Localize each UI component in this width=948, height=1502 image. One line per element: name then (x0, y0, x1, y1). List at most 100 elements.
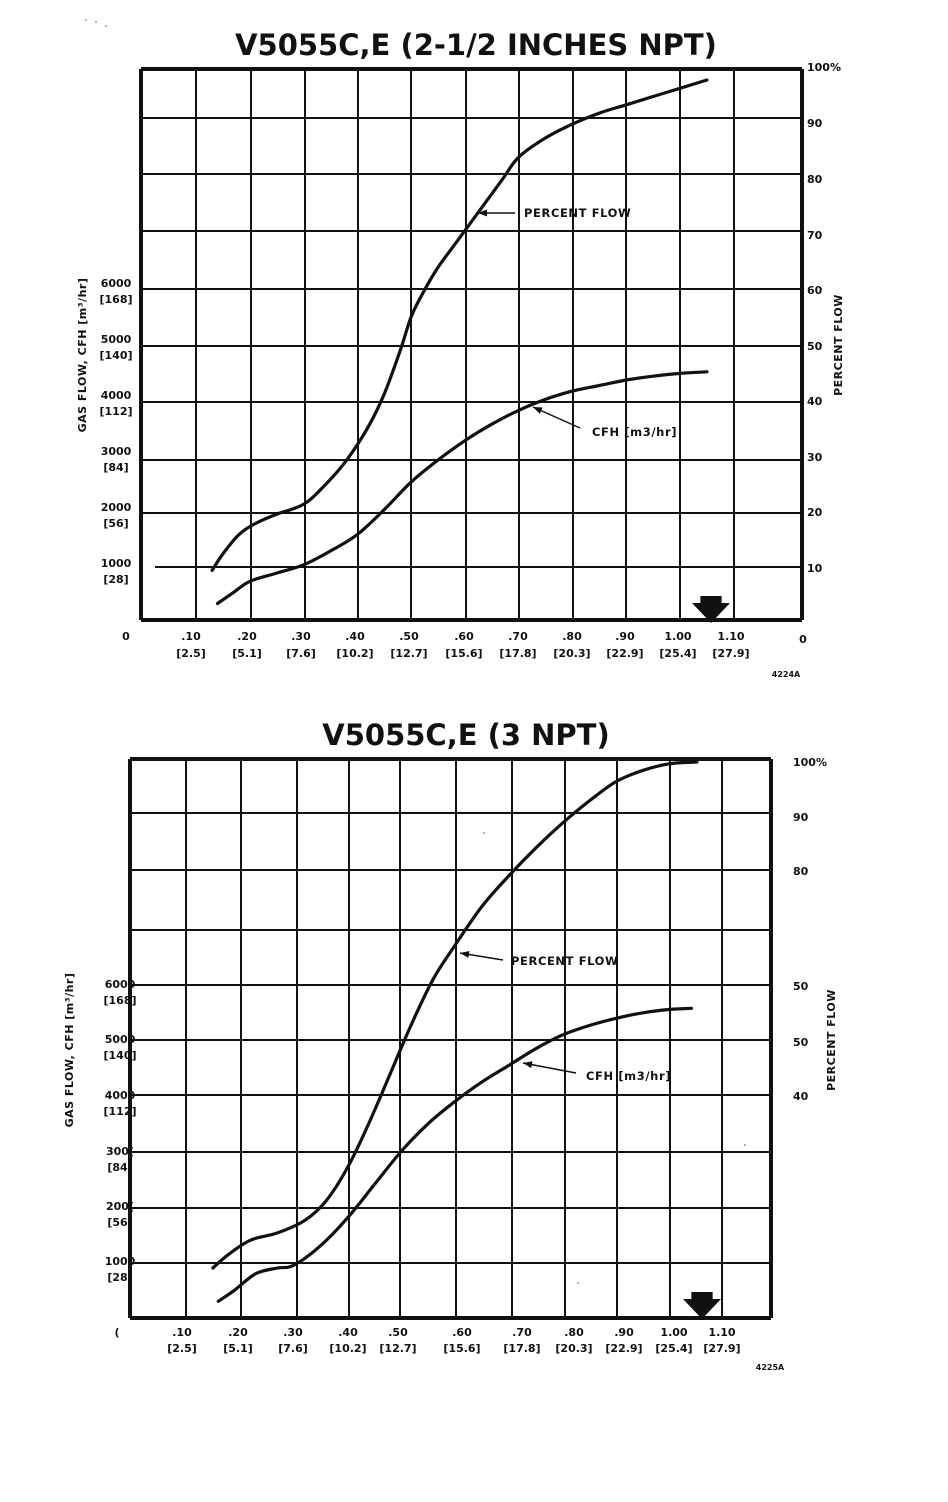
x-tick-label-metric: [10.2] (329, 1342, 366, 1355)
left-tick-label-metric: [168] (103, 994, 136, 1007)
right-tick-label: 80 (807, 173, 823, 186)
x-tick-label-metric: [12.7] (379, 1342, 416, 1355)
annotation-arrowhead (523, 1061, 533, 1069)
left-tick-label-metric: [112] (103, 1105, 136, 1118)
x-tick-label-metric: [10.2] (336, 647, 373, 660)
left-tick-label: 300( (106, 1145, 134, 1158)
x-tick-label: 1.00 (664, 630, 691, 643)
scan-speck (85, 19, 87, 21)
scan-speck (483, 832, 485, 834)
x-tick-label-metric: [2.5] (167, 1342, 197, 1355)
right-tick-label: 90 (793, 811, 809, 824)
chart-1: V5055C,E (2-1/2 INCHES NPT) 0 .10 [2.5] .20 [… (76, 28, 845, 679)
down-arrow-stem (700, 596, 722, 605)
right-axis-zero-label: 0 (799, 633, 807, 646)
figure-code: 4225A (756, 1363, 785, 1372)
x-tick-label-metric: [27.9] (703, 1342, 740, 1355)
percent-flow-annotation: PERCENT FLOW (524, 206, 631, 220)
figure-code: 4224A (772, 670, 801, 679)
x-tick-label-metric: [20.3] (555, 1342, 592, 1355)
x-tick-label: .70 (512, 1326, 532, 1339)
x-tick-label: 1.00 (660, 1326, 687, 1339)
x-tick-label: 0 (122, 630, 130, 643)
left-tick-label: 6000 (105, 978, 136, 991)
percent-flow-curve (211, 760, 699, 1270)
percent-flow-annotation: PERCENT FLOW (511, 954, 618, 968)
right-tick-label: 60 (807, 284, 823, 297)
x-tick-label-metric: [12.7] (390, 647, 427, 660)
x-tick-label: 1.10 (717, 630, 744, 643)
x-tick-label: .20 (237, 630, 257, 643)
x-tick-label: .30 (291, 630, 311, 643)
x-tick-label: .90 (615, 630, 635, 643)
cfh-curve (216, 1006, 694, 1303)
x-tick-label: .40 (345, 630, 365, 643)
x-tick-label: .50 (399, 630, 419, 643)
right-tick-label: 20 (807, 506, 823, 519)
left-tick-label-metric: [112] (99, 405, 132, 418)
cfh-annotation: CFH [m3/hr] (592, 425, 677, 439)
left-tick-label: 5000 (105, 1033, 136, 1046)
left-tick-label-metric: [168] (99, 293, 132, 306)
left-tick-label: 4000 (101, 389, 132, 402)
x-tick-label-metric: [27.9] (712, 647, 749, 660)
right-tick-label: 50 (807, 340, 823, 353)
left-tick-label-metric: [84] (103, 461, 128, 474)
x-tick-label: .40 (338, 1326, 358, 1339)
x-tick-label-metric: [25.4] (655, 1342, 692, 1355)
left-tick-label: 2000 (101, 501, 132, 514)
x-tick-label-metric: [5.1] (223, 1342, 253, 1355)
right-tick-label: 50 (793, 1036, 809, 1049)
x-tick-label: .10 (172, 1326, 192, 1339)
right-tick-label: 70 (807, 229, 823, 242)
x-tick-label: 1.10 (708, 1326, 735, 1339)
x-tick-label-metric: [17.8] (503, 1342, 540, 1355)
x-tick-label-metric: [15.6] (445, 647, 482, 660)
x-tick-label: .80 (562, 630, 582, 643)
left-axis-label: GAS FLOW, CFH [m³/hr] (63, 973, 76, 1128)
right-tick-label: 80 (793, 865, 809, 878)
left-tick-label: 5000 (101, 333, 132, 346)
percent-flow-curve (210, 78, 709, 572)
right-tick-label: 10 (807, 562, 823, 575)
right-tick-label: 100% (793, 756, 827, 769)
left-tick-label: 6000 (101, 277, 132, 290)
x-tick-label: .60 (452, 1326, 472, 1339)
left-tick-label: 3000 (101, 445, 132, 458)
left-tick-label-metric: [28] (103, 573, 128, 586)
right-tick-label: 50 (793, 980, 809, 993)
left-tick-label-metric: [84] (107, 1161, 132, 1174)
left-tick-label-metric: [140] (99, 349, 132, 362)
cfh-annotation: CFH [m3/hr] (586, 1069, 671, 1083)
chart-2: V5055C,E (3 NPT) (.10 [2.5] .20 [5.1] .30 [7.6… (63, 718, 838, 1372)
left-tick-label-metric: [56] (103, 517, 128, 530)
x-tick-label-metric: [22.9] (606, 647, 643, 660)
scan-speck (744, 1144, 746, 1146)
x-tick-label-metric: [25.4] (659, 647, 696, 660)
right-tick-label: 40 (793, 1090, 809, 1103)
annotation-arrowhead (533, 407, 543, 414)
x-tick-label: .80 (564, 1326, 584, 1339)
x-tick-label: .30 (283, 1326, 303, 1339)
left-tick-label: 1000 (105, 1255, 136, 1268)
right-tick-label: 100% (807, 61, 841, 74)
left-tick-label-metric: [28] (107, 1271, 132, 1284)
right-tick-label: 30 (807, 451, 823, 464)
annotation-arrowhead (478, 209, 487, 217)
left-axis-label: GAS FLOW, CFH [m³/hr] (76, 278, 89, 433)
x-tick-label: .70 (508, 630, 528, 643)
down-arrow-stem (691, 1292, 713, 1301)
right-axis-label: PERCENT FLOW (832, 294, 845, 396)
x-tick-label: .60 (454, 630, 474, 643)
left-tick-label-metric: [140] (103, 1049, 136, 1062)
x-tick-label-metric: [7.6] (278, 1342, 308, 1355)
left-tick-label: 200( (106, 1200, 134, 1213)
x-tick-label-metric: [2.5] (176, 647, 206, 660)
x-tick-label: .90 (614, 1326, 634, 1339)
x-tick-label: .10 (181, 630, 201, 643)
left-tick-label: 4000 (105, 1089, 136, 1102)
left-tick-label: 1000 (101, 557, 132, 570)
chart-title: V5055C,E (2-1/2 INCHES NPT) (235, 28, 717, 62)
right-tick-label: 90 (807, 117, 823, 130)
